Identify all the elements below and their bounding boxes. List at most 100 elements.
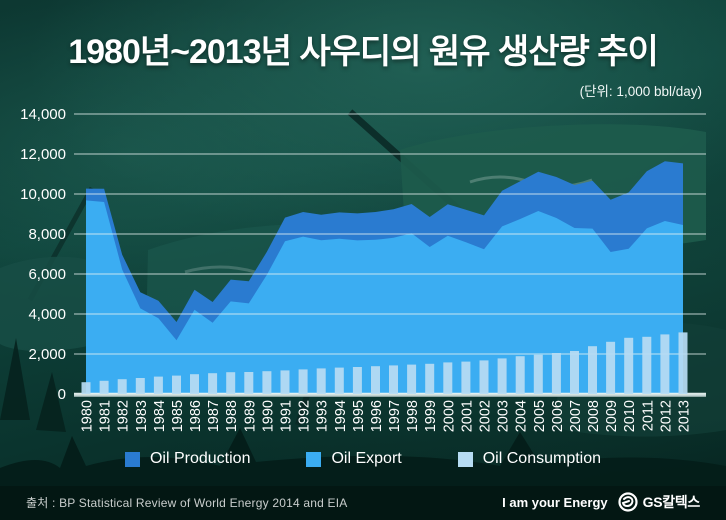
consumption-bar <box>334 367 344 394</box>
y-tick-label: 8,000 <box>28 226 66 243</box>
x-tick-label: 1990 <box>260 400 276 432</box>
x-tick-label: 1983 <box>134 400 150 432</box>
legend-item-oil-production: Oil Production <box>124 450 251 468</box>
footer-strip <box>0 486 726 520</box>
x-tick-label: 2000 <box>441 400 457 432</box>
x-tick-label: 1989 <box>242 400 258 432</box>
legend-swatch <box>457 451 473 467</box>
consumption-bar <box>117 379 127 394</box>
legend-label: Oil Production <box>149 450 251 467</box>
x-tick-label: 2001 <box>459 400 475 432</box>
x-tick-label: 2005 <box>532 400 548 432</box>
consumption-bar <box>533 354 543 394</box>
x-tick-label: 1988 <box>224 400 240 432</box>
legend-swatch <box>306 451 322 467</box>
y-tick-label: 2,000 <box>28 346 66 363</box>
x-tick-label: 1995 <box>351 400 367 432</box>
x-tick-label: 1986 <box>188 400 204 432</box>
consumption-bar <box>81 382 91 394</box>
consumption-bar <box>443 362 453 394</box>
x-tick-label: 1984 <box>152 400 168 432</box>
x-tick-label: 1994 <box>333 400 349 432</box>
x-tick-label: 1992 <box>297 400 313 432</box>
x-tick-label: 2009 <box>604 400 620 432</box>
x-tick-label: 2007 <box>568 400 584 432</box>
consumption-bar <box>570 351 579 394</box>
x-tick-label: 1999 <box>423 400 439 432</box>
x-tick-label: 2013 <box>677 400 693 432</box>
saudi-flag <box>0 256 94 352</box>
x-tick-label: 2008 <box>586 400 602 432</box>
consumption-bar <box>497 358 507 394</box>
x-tick-label: 1982 <box>116 400 132 432</box>
x-tick-label: 2010 <box>622 400 638 432</box>
consumption-bar <box>244 372 254 394</box>
consumption-bar <box>316 368 326 394</box>
consumption-bar <box>371 366 380 394</box>
consumption-bar <box>280 370 290 394</box>
x-tick-label: 2004 <box>514 400 530 432</box>
consumption-bar <box>588 346 597 394</box>
x-tick-label: 1991 <box>279 400 295 432</box>
consumption-bar <box>298 369 308 394</box>
consumption-bar <box>407 364 417 394</box>
x-tick-label: 2002 <box>478 400 494 432</box>
gs-caltex-logo: GS칼텍스 <box>617 491 700 513</box>
consumption-bar <box>226 372 236 394</box>
crowd-hands-silhouette <box>0 338 66 432</box>
x-tick-label: 1985 <box>170 400 186 432</box>
consumption-bar <box>190 374 199 394</box>
consumption-bar <box>262 371 272 394</box>
y-tick-label: 4,000 <box>28 306 66 323</box>
chart-legend: Oil Production Oil Export Oil Consumption <box>0 450 726 468</box>
consumption-bar <box>389 365 398 394</box>
x-tick-label: 1993 <box>315 400 331 432</box>
consumption-bar <box>461 361 471 394</box>
x-tick-label: 2003 <box>496 400 512 432</box>
legend-item-oil-export: Oil Export <box>306 450 402 468</box>
legend-label: Oil Export <box>331 450 402 467</box>
consumption-bar <box>624 337 634 394</box>
consumption-bar <box>479 360 489 394</box>
y-tick-label: 0 <box>58 386 66 403</box>
x-tick-label: 1998 <box>405 400 421 432</box>
consumption-bar <box>678 332 688 394</box>
consumption-bar <box>135 378 145 394</box>
legend-item-oil-consumption: Oil Consumption <box>457 450 602 468</box>
consumption-bar <box>153 376 163 394</box>
consumption-bar <box>551 353 561 394</box>
x-tick-label: 1980 <box>80 400 96 432</box>
y-tick-label: 12,000 <box>20 146 66 163</box>
consumption-bar <box>208 373 218 394</box>
consumption-bar <box>660 334 670 394</box>
y-tick-label: 14,000 <box>20 106 66 123</box>
consumption-bar <box>99 380 109 394</box>
brand-box: I am your Energy GS칼텍스 <box>502 491 700 513</box>
footer: 출처 : BP Statistical Review of World Ener… <box>0 484 726 520</box>
consumption-bar <box>172 375 181 394</box>
consumption-bar <box>606 341 616 394</box>
x-tick-label: 2012 <box>658 400 674 432</box>
consumption-bar <box>425 363 435 394</box>
unit-label: (단위: 1,000 bbl/day) <box>579 84 702 99</box>
x-tick-label: 2006 <box>550 400 566 432</box>
oil-export-area <box>86 200 683 394</box>
consumption-bar <box>515 356 525 394</box>
x-tick-label: 1996 <box>369 400 385 432</box>
x-tick-label: 1981 <box>98 400 114 432</box>
page-title: 1980년~2013년 사우디의 원유 생산량 추이 <box>68 33 659 71</box>
gs-swirl-icon <box>618 492 638 512</box>
y-tick-label: 6,000 <box>28 266 66 283</box>
x-tick-label: 2011 <box>640 400 656 431</box>
consumption-bar <box>642 336 652 394</box>
source-text: 출처 : BP Statistical Review of World Ener… <box>26 495 348 510</box>
consumption-bar <box>352 367 362 394</box>
legend-label: Oil Consumption <box>482 450 602 467</box>
y-tick-label: 10,000 <box>20 186 66 203</box>
x-tick-label: 1987 <box>206 400 222 432</box>
x-tick-label: 1997 <box>387 400 403 432</box>
brand-slogan: I am your Energy <box>502 494 608 510</box>
brand-name: GS칼텍스 <box>642 494 701 510</box>
